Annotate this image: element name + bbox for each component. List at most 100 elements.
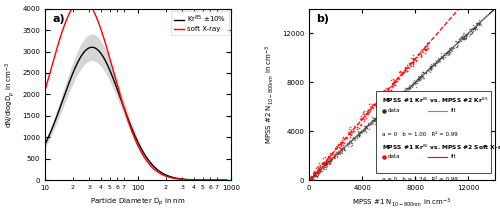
Point: [460, 31, 468, 35]
Point: [450, 46, 458, 49]
Point: [436, 57, 444, 61]
Point: [401, 68, 409, 72]
Point: [382, 94, 390, 97]
Point: [314, 170, 322, 174]
Point: [428, 63, 436, 67]
Point: [330, 156, 338, 160]
Point: [472, 28, 480, 32]
Point: [404, 87, 412, 90]
Point: [384, 87, 392, 91]
Point: [312, 165, 320, 169]
Point: [390, 79, 398, 83]
Point: [370, 117, 378, 120]
Point: [370, 119, 378, 122]
Point: [314, 168, 322, 172]
Point: [346, 135, 354, 138]
Point: [409, 62, 417, 66]
Text: a): a): [52, 14, 65, 24]
Y-axis label: dN/dlogD$_p$ in cm$^{-3}$: dN/dlogD$_p$ in cm$^{-3}$: [3, 61, 16, 128]
Point: [362, 124, 370, 128]
Point: [337, 147, 345, 151]
Point: [373, 115, 381, 118]
Point: [448, 46, 456, 49]
Point: [336, 150, 344, 154]
Point: [436, 56, 444, 59]
Point: [398, 73, 406, 76]
Point: [334, 142, 342, 146]
Point: [444, 53, 452, 56]
Point: [372, 97, 380, 100]
Point: [365, 127, 373, 130]
Point: [471, 27, 479, 31]
Point: [435, 58, 443, 61]
Point: [364, 108, 372, 112]
Point: [462, 35, 470, 39]
Point: [426, 68, 434, 72]
Point: [432, 65, 440, 68]
Point: [473, 23, 481, 26]
Point: [407, 56, 415, 60]
Point: [400, 68, 408, 71]
Point: [438, 56, 446, 59]
Point: [341, 136, 349, 140]
Point: [361, 127, 369, 130]
Point: [305, 178, 313, 182]
Point: [310, 171, 318, 174]
Point: [362, 117, 370, 120]
Point: [310, 172, 318, 175]
Point: [384, 104, 392, 107]
Point: [416, 79, 424, 82]
Point: [358, 131, 366, 135]
Point: [441, 55, 449, 59]
Point: [423, 44, 431, 47]
Point: [382, 105, 390, 108]
Point: [384, 86, 392, 89]
Point: [355, 126, 363, 129]
Point: [362, 125, 370, 128]
Point: [314, 170, 322, 174]
Point: [384, 106, 392, 110]
Point: [357, 129, 365, 133]
Point: [416, 77, 424, 80]
Point: [414, 74, 422, 78]
Point: [448, 47, 456, 51]
Point: [456, 35, 464, 39]
Point: [472, 27, 480, 30]
Point: [343, 137, 351, 140]
Point: [460, 37, 468, 41]
Point: [354, 125, 362, 128]
Point: [424, 68, 432, 71]
Point: [356, 130, 364, 133]
Point: [386, 102, 394, 106]
Point: [370, 103, 378, 106]
Point: [354, 133, 362, 136]
Point: [380, 110, 388, 113]
Point: [370, 116, 378, 120]
Point: [473, 27, 481, 30]
Point: [415, 52, 423, 56]
Point: [406, 85, 414, 88]
Point: [330, 155, 338, 159]
Point: [312, 174, 320, 178]
Point: [309, 176, 317, 179]
Point: [362, 125, 370, 128]
Point: [325, 156, 333, 159]
Point: [316, 166, 324, 169]
Point: [315, 167, 323, 171]
Point: [406, 86, 414, 89]
Text: b): b): [316, 14, 330, 24]
Point: [344, 144, 352, 147]
Point: [322, 166, 330, 169]
Point: [360, 112, 368, 116]
Point: [388, 102, 396, 105]
Point: [308, 177, 316, 180]
Point: [356, 131, 364, 134]
Point: [384, 95, 392, 98]
Point: [394, 76, 402, 80]
Point: [389, 81, 397, 84]
Point: [397, 94, 405, 97]
Point: [387, 84, 395, 88]
Point: [322, 158, 330, 162]
Point: [366, 102, 374, 106]
Point: [318, 161, 326, 165]
